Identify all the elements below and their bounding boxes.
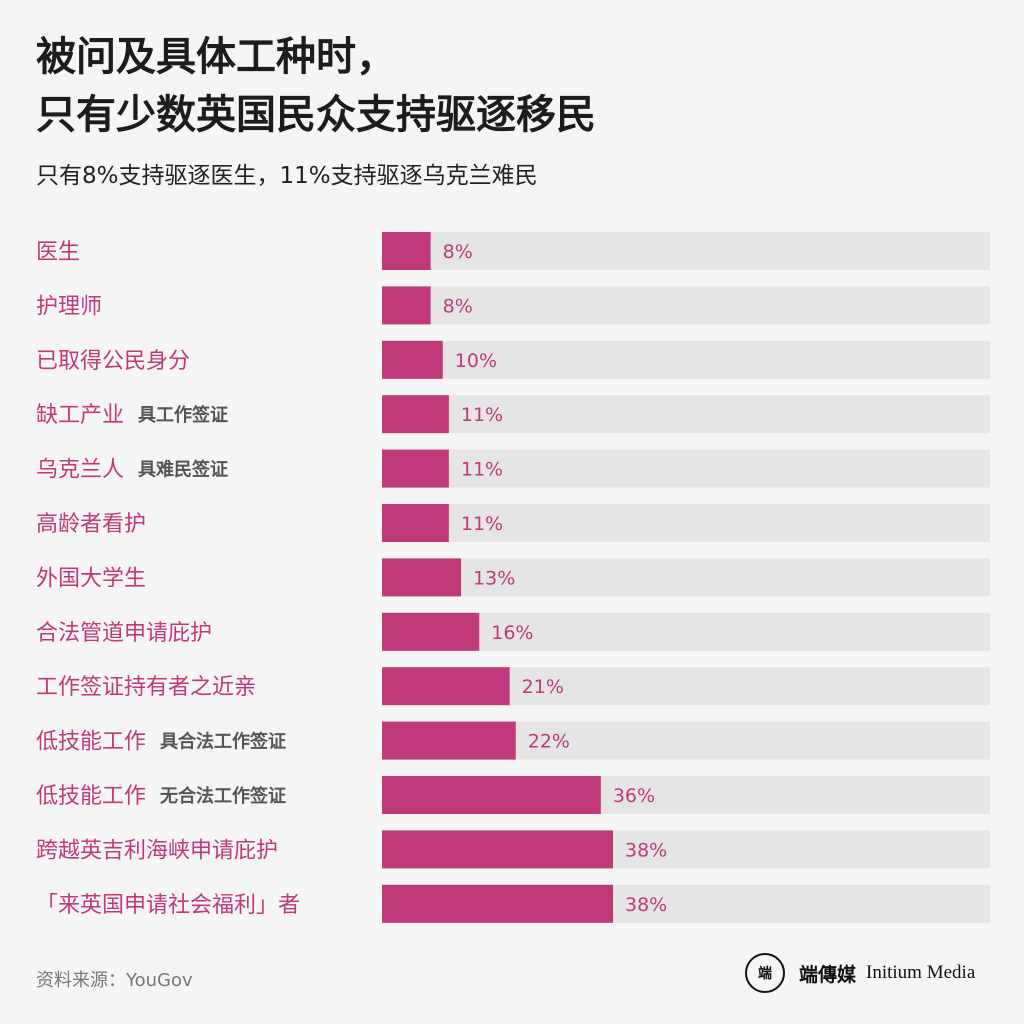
- category-label: 高龄者看护: [36, 512, 146, 537]
- value-label: 11%: [461, 459, 503, 481]
- bar: [382, 884, 613, 923]
- bar: [382, 395, 449, 434]
- title-line-1: 被问及具体工种时，: [36, 34, 396, 80]
- bar-track: [382, 286, 990, 325]
- value-label: 16%: [491, 622, 533, 644]
- bar-track: [382, 340, 990, 379]
- bar: [382, 232, 431, 270]
- value-label: 38%: [625, 839, 667, 861]
- category-label: 外国大学生: [36, 566, 146, 591]
- category-note: 具难民签证: [138, 459, 228, 481]
- bar: [382, 776, 601, 814]
- bar: [382, 449, 449, 488]
- brand-name-english: Initium Media: [866, 962, 976, 983]
- category-label: 合法管道申请庇护: [36, 621, 212, 646]
- category-note: 具合法工作签证: [160, 731, 286, 753]
- category-label: 工作签证持有者之近亲: [36, 675, 256, 700]
- value-label: 11%: [461, 513, 503, 535]
- brand-logo: 端 端傳媒 Initium Media: [745, 950, 975, 996]
- value-label: 10%: [455, 350, 497, 372]
- category-note: 具工作签证: [138, 404, 228, 426]
- value-label: 11%: [461, 404, 503, 426]
- bar: [382, 721, 516, 760]
- bar: [382, 286, 431, 325]
- category-label: 缺工产业: [36, 403, 124, 428]
- category-label: 「来英国申请社会福利」者: [36, 893, 300, 918]
- value-label: 8%: [443, 241, 473, 263]
- bar: [382, 504, 449, 542]
- bar-track: [382, 504, 990, 542]
- value-label: 13%: [473, 567, 515, 589]
- value-label: 36%: [613, 785, 655, 807]
- source-note: 资料来源：YouGov: [36, 970, 193, 991]
- bar-track: [382, 395, 990, 434]
- category-label: 已取得公民身分: [36, 349, 190, 374]
- category-label: 低技能工作: [36, 784, 146, 809]
- bar-track: [382, 449, 990, 488]
- logo-glyph: 端: [758, 966, 772, 982]
- category-label: 护理师: [36, 294, 102, 319]
- value-label: 38%: [625, 894, 667, 916]
- bar: [382, 830, 613, 869]
- initium-logo-icon: 端: [745, 953, 785, 993]
- value-label: 22%: [528, 731, 570, 753]
- category-label: 跨越英吉利海峡申请庇护: [36, 838, 278, 863]
- chart-subtitle: 只有8%支持驱逐医生，11%支持驱逐乌克兰难民: [36, 163, 538, 189]
- value-label: 21%: [522, 676, 564, 698]
- title-line-2: 只有少数英国民众支持驱逐移民: [36, 92, 596, 138]
- bar-track: [382, 232, 990, 270]
- chart-title: 被问及具体工种时， 只有少数英国民众支持驱逐移民: [36, 28, 596, 144]
- bar: [382, 340, 443, 379]
- bar: [382, 612, 480, 651]
- category-note: 无合法工作签证: [160, 785, 286, 807]
- category-label: 低技能工作: [36, 730, 146, 755]
- bar-track: [382, 612, 990, 651]
- category-label: 乌克兰人: [36, 458, 124, 483]
- brand-name-chinese: 端傳媒: [799, 963, 857, 986]
- bar-track: [382, 558, 990, 597]
- bar: [382, 667, 510, 706]
- value-label: 8%: [443, 295, 473, 317]
- category-label: 医生: [36, 240, 80, 265]
- bar: [382, 558, 462, 597]
